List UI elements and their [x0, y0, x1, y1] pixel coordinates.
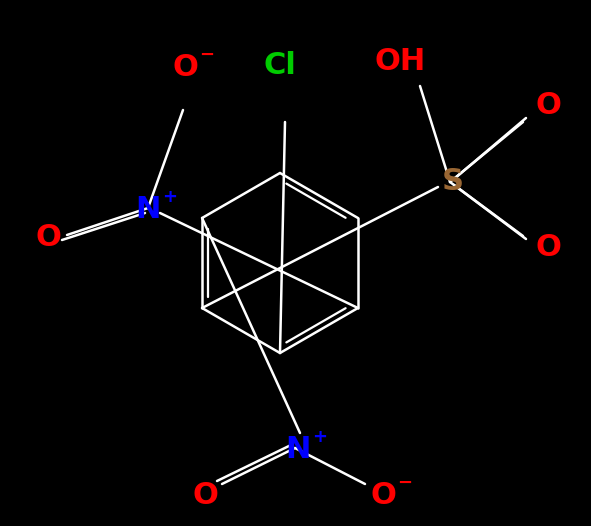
Text: O: O — [535, 234, 561, 262]
Text: +: + — [313, 428, 327, 446]
Text: O: O — [35, 222, 61, 251]
Text: −: − — [199, 46, 215, 64]
Text: S: S — [442, 167, 464, 197]
Text: N: N — [135, 196, 161, 225]
Text: O: O — [535, 90, 561, 119]
Text: Cl: Cl — [264, 50, 297, 79]
Text: +: + — [163, 188, 177, 206]
Text: OH: OH — [374, 47, 426, 76]
Text: O: O — [172, 54, 198, 83]
Text: O: O — [192, 481, 218, 511]
Text: O: O — [370, 481, 396, 511]
Text: −: − — [397, 474, 413, 492]
Text: N: N — [285, 436, 311, 464]
